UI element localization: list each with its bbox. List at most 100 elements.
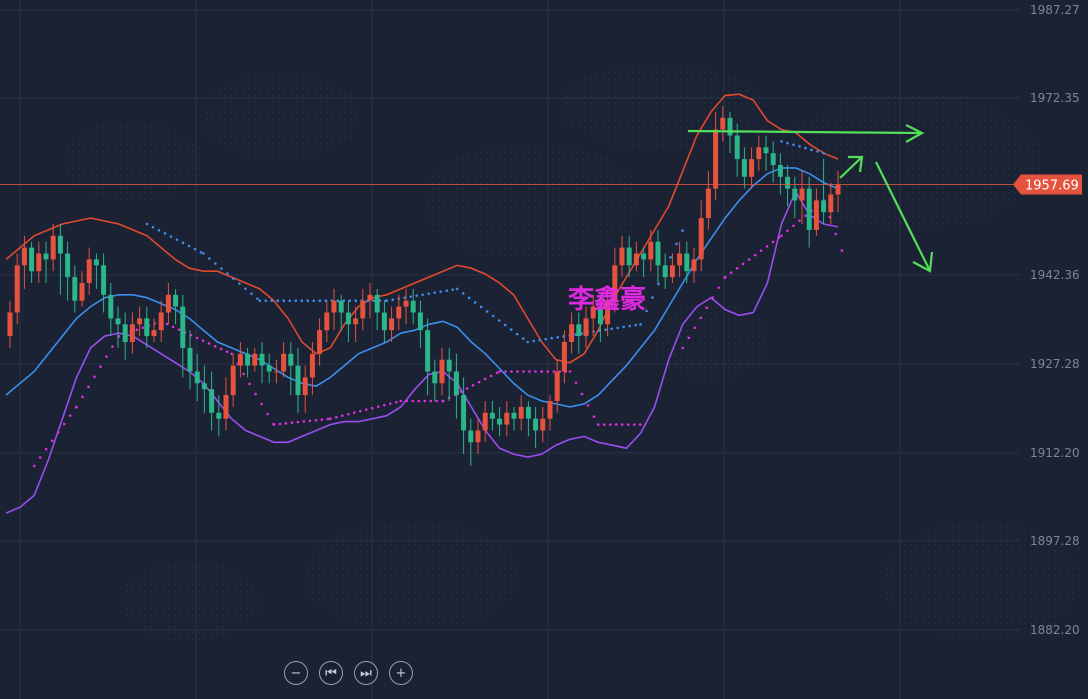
map-dot xyxy=(900,150,902,152)
map-dot xyxy=(444,218,446,220)
map-dot xyxy=(314,142,316,144)
map-dot xyxy=(644,120,646,122)
map-dot xyxy=(840,156,842,158)
map-dot xyxy=(576,248,578,250)
map-dot xyxy=(426,206,428,208)
step-back-button[interactable]: ⏮ xyxy=(319,661,343,685)
map-dot xyxy=(686,336,688,338)
candle-body xyxy=(432,371,438,384)
map-dot xyxy=(84,144,86,146)
sar-dot xyxy=(260,402,263,406)
map-dot xyxy=(1014,168,1016,170)
map-dot xyxy=(988,598,990,600)
map-dot xyxy=(426,616,428,618)
zoom-out-button[interactable]: − xyxy=(284,661,308,685)
map-dot xyxy=(972,210,974,212)
map-dot xyxy=(354,580,356,582)
map-dot xyxy=(1054,598,1056,600)
map-dot xyxy=(336,550,338,552)
map-dot xyxy=(156,578,158,580)
map-dot xyxy=(278,148,280,150)
map-dot xyxy=(864,156,866,158)
map-dot xyxy=(904,586,906,588)
sar-dot xyxy=(574,381,578,385)
map-dot xyxy=(1002,138,1004,140)
map-dot xyxy=(1048,544,1050,546)
map-dot xyxy=(618,182,620,184)
map-dot xyxy=(378,550,380,552)
candle-body xyxy=(453,371,459,396)
map-dot xyxy=(662,90,664,92)
sar-dot xyxy=(187,244,191,248)
map-dot xyxy=(210,602,212,604)
map-dot xyxy=(510,586,512,588)
map-dot xyxy=(608,108,610,110)
map-dot xyxy=(84,132,86,134)
map-dot xyxy=(692,306,694,308)
map-dot xyxy=(162,138,164,140)
map-dot xyxy=(192,156,194,158)
map-dot xyxy=(248,88,250,90)
map-dot xyxy=(420,598,422,600)
map-dot xyxy=(234,584,236,586)
map-dot xyxy=(734,366,736,368)
map-dot xyxy=(108,174,110,176)
map-dot xyxy=(198,162,200,164)
map-dot xyxy=(662,78,664,80)
map-dot xyxy=(990,192,992,194)
sar-dot xyxy=(592,415,596,418)
map-dot xyxy=(144,626,146,628)
map-dot xyxy=(710,108,712,110)
map-dot xyxy=(450,236,452,238)
map-dot xyxy=(886,598,888,600)
map-dot xyxy=(644,144,646,146)
map-dot xyxy=(504,170,506,172)
map-dot xyxy=(284,154,286,156)
map-dot xyxy=(988,604,990,606)
map-dot xyxy=(206,112,208,114)
candle-body xyxy=(302,377,308,396)
map-dot xyxy=(948,210,950,212)
map-dot xyxy=(870,150,872,152)
map-dot xyxy=(594,170,596,172)
map-dot xyxy=(910,544,912,546)
map-dot xyxy=(816,156,818,158)
map-dot xyxy=(704,318,706,320)
map-dot xyxy=(236,142,238,144)
map-dot xyxy=(946,568,948,570)
candle-body xyxy=(65,253,71,278)
map-dot xyxy=(486,242,488,244)
map-dot xyxy=(426,562,428,564)
map-dot xyxy=(462,556,464,558)
candle-body xyxy=(821,200,827,213)
map-dot xyxy=(318,592,320,594)
map-dot xyxy=(940,598,942,600)
map-dot xyxy=(408,550,410,552)
map-dot xyxy=(578,90,580,92)
map-dot xyxy=(1012,634,1014,636)
map-dot xyxy=(1030,598,1032,600)
map-dot xyxy=(954,210,956,212)
map-dot xyxy=(296,100,298,102)
map-dot xyxy=(734,330,736,332)
map-dot xyxy=(354,556,356,558)
candle-body xyxy=(785,176,791,189)
map-dot xyxy=(960,150,962,152)
map-dot xyxy=(710,102,712,104)
map-dot xyxy=(1036,604,1038,606)
map-dot xyxy=(444,200,446,202)
map-dot xyxy=(156,626,158,628)
map-dot xyxy=(922,550,924,552)
sar-dot xyxy=(834,232,838,236)
map-dot xyxy=(168,632,170,634)
map-dot xyxy=(584,90,586,92)
map-dot xyxy=(852,216,854,218)
map-dot xyxy=(630,212,632,214)
zoom-in-button[interactable]: + xyxy=(389,661,413,685)
map-dot xyxy=(810,126,812,128)
step-forward-button[interactable]: ⏭ xyxy=(354,661,378,685)
map-dot xyxy=(582,224,584,226)
map-dot xyxy=(384,586,386,588)
sar-dot xyxy=(435,399,439,403)
